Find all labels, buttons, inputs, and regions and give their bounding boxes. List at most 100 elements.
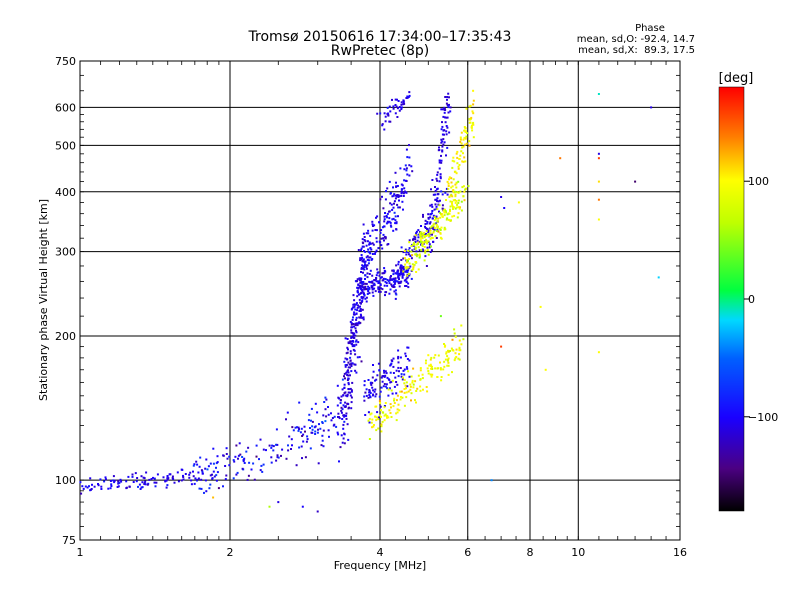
- scatter-point: [392, 229, 395, 232]
- scatter-point: [403, 250, 406, 252]
- scatter-point: [368, 389, 371, 391]
- scatter-point: [426, 222, 429, 225]
- scatter-point: [426, 221, 429, 223]
- scatter-point: [197, 477, 200, 480]
- scatter-point: [359, 257, 362, 260]
- scatter-point: [304, 430, 306, 433]
- scatter-point: [404, 164, 407, 167]
- scatter-point: [408, 241, 411, 244]
- scatter-point: [391, 195, 394, 198]
- scatter-point: [407, 269, 410, 272]
- scatter-point: [444, 116, 446, 119]
- scatter-point: [399, 267, 402, 270]
- scatter-point: [442, 138, 445, 141]
- scatter-point: [342, 437, 345, 440]
- scatter-point: [373, 282, 376, 285]
- scatter-point: [436, 173, 439, 176]
- scatter-point: [361, 285, 364, 288]
- scatter-point: [394, 292, 397, 295]
- scatter-point: [337, 416, 339, 418]
- scatter-point: [429, 251, 432, 253]
- scatter-point: [300, 427, 303, 430]
- scatter-point: [408, 156, 411, 159]
- scatter-point: [472, 136, 475, 139]
- scatter-point: [318, 423, 320, 426]
- scatter-point: [358, 298, 361, 301]
- scatter-point: [396, 383, 399, 386]
- scatter-point: [371, 229, 374, 232]
- scatter-point: [468, 144, 471, 147]
- scatter-point: [354, 340, 357, 343]
- scatter-point: [464, 160, 467, 163]
- scatter-point: [347, 366, 350, 369]
- scatter-point: [405, 253, 408, 256]
- scatter-point: [446, 364, 449, 367]
- scatter-point: [351, 335, 354, 338]
- scatter-point: [394, 279, 397, 282]
- scatter-point: [346, 374, 349, 376]
- scatter-point: [374, 252, 376, 255]
- scatter-point: [340, 395, 343, 398]
- scatter-point: [405, 270, 407, 273]
- scatter-point: [383, 215, 386, 218]
- scatter-point: [153, 477, 156, 480]
- scatter-point: [456, 216, 459, 219]
- scatter-point: [450, 219, 452, 222]
- scatter-point: [406, 358, 409, 360]
- scatter-point: [211, 473, 213, 476]
- scatter-point: [436, 171, 439, 174]
- scatter-point: [353, 325, 355, 328]
- scatter-point: [347, 388, 350, 390]
- scatter-point: [421, 242, 424, 245]
- scatter-point: [360, 267, 363, 270]
- scatter-point: [379, 390, 382, 393]
- scatter-point: [462, 160, 465, 163]
- x-tick-label: 8: [527, 546, 534, 559]
- scatter-point: [355, 343, 358, 346]
- scatter-point: [144, 480, 147, 483]
- scatter-point: [400, 103, 403, 106]
- scatter-point: [373, 279, 376, 281]
- scatter-point: [105, 478, 107, 481]
- scatter-point: [410, 399, 412, 402]
- scatter-point: [351, 318, 354, 321]
- scatter-point: [387, 112, 390, 115]
- scatter-point: [407, 249, 410, 252]
- scatter-point: [377, 281, 380, 284]
- scatter-point: [389, 110, 392, 113]
- scatter-point: [443, 133, 445, 136]
- scatter-point: [363, 288, 366, 291]
- scatter-point: [369, 413, 372, 416]
- scatter-point: [362, 223, 365, 226]
- scatter-point: [224, 465, 227, 467]
- scatter-point: [205, 458, 208, 461]
- scatter-point: [389, 192, 392, 194]
- scatter-point: [165, 479, 168, 482]
- scatter-point: [406, 346, 409, 349]
- scatter-point: [431, 217, 434, 220]
- scatter-point: [464, 127, 467, 130]
- scatter-point: [343, 360, 346, 363]
- chart-subtitle: RwPretec (8p): [331, 43, 429, 59]
- scatter-point: [458, 349, 461, 352]
- scatter-point: [196, 463, 199, 466]
- scatter-point: [317, 462, 320, 465]
- scatter-point: [425, 230, 428, 232]
- scatter-point: [402, 271, 405, 274]
- scatter-point: [435, 223, 438, 226]
- scatter-point: [353, 363, 356, 366]
- scatter-point: [84, 485, 87, 488]
- scatter-point: [417, 374, 420, 377]
- scatter-point: [311, 420, 314, 423]
- scatter-point: [350, 401, 353, 404]
- scatter-point: [383, 128, 386, 131]
- scatter-point: [427, 232, 430, 235]
- scatter-point: [410, 277, 413, 280]
- scatter-point: [337, 396, 340, 399]
- scatter-point: [343, 392, 346, 395]
- scatter-point: [364, 250, 367, 253]
- scatter-point: [424, 251, 427, 254]
- scatter-point: [419, 378, 422, 381]
- scatter-point: [136, 477, 139, 479]
- scatter-point: [302, 440, 305, 443]
